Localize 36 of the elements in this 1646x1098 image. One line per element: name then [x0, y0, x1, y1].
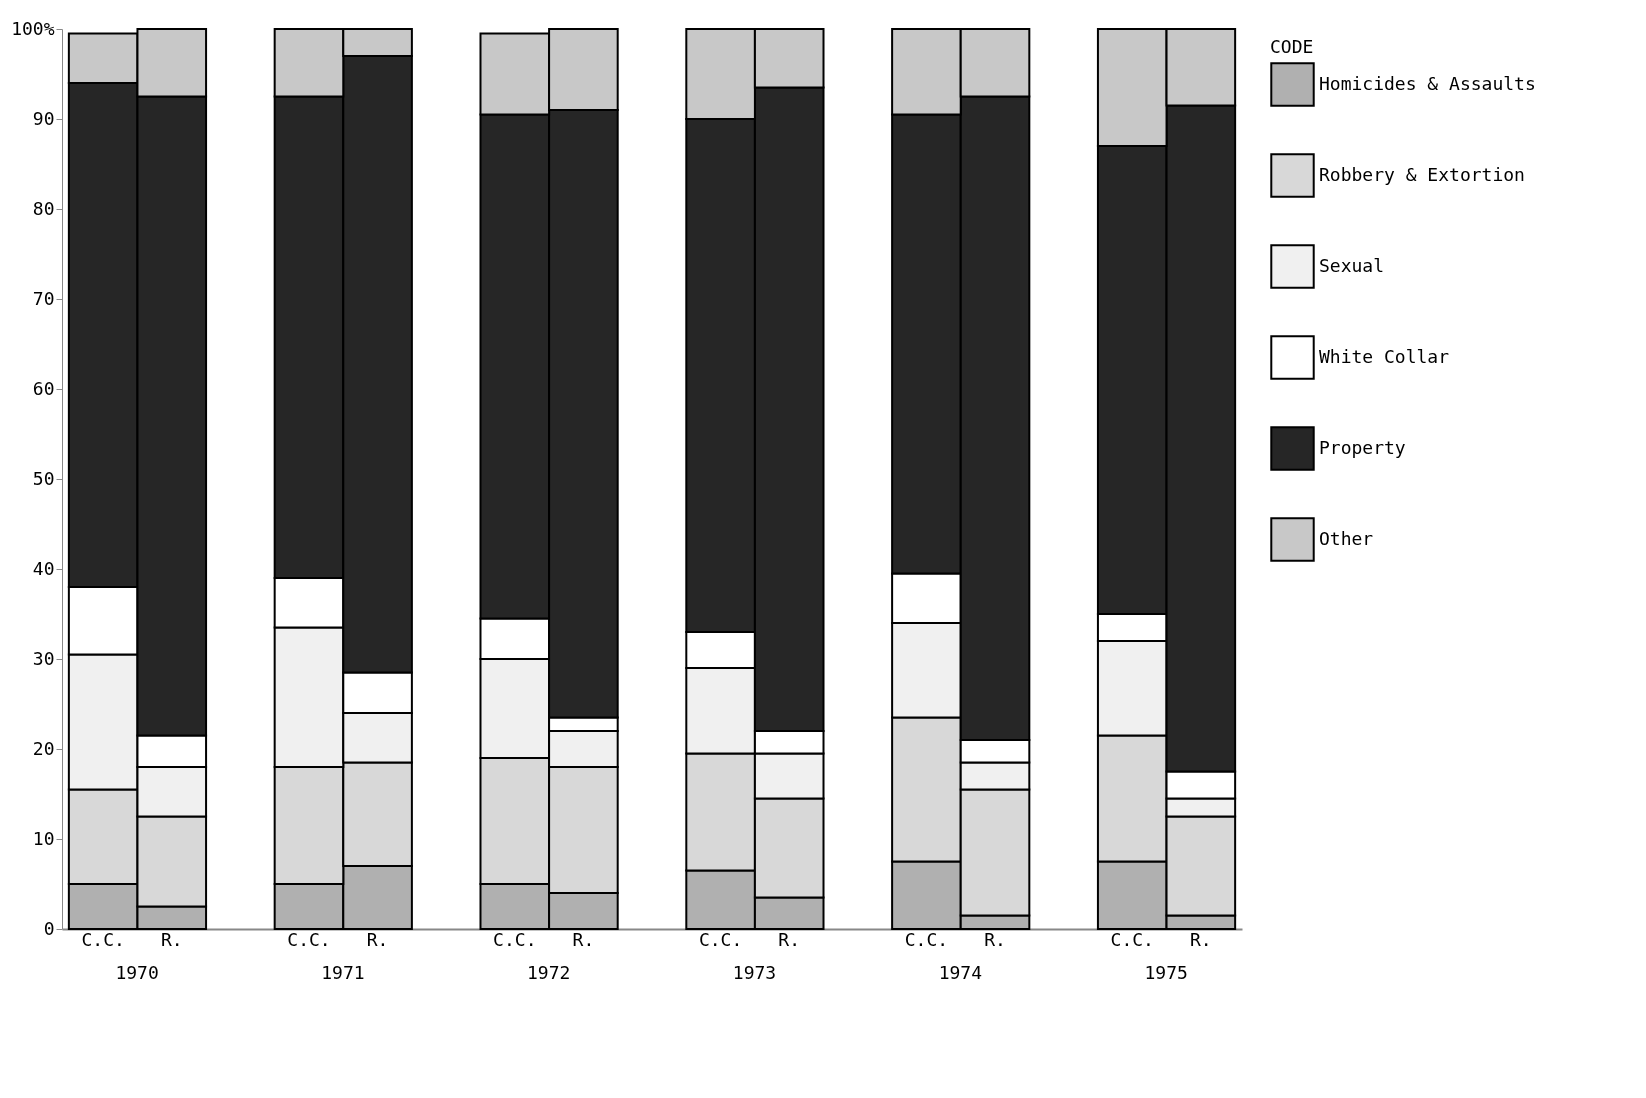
y-tick-label: 30 [32, 647, 55, 669]
y-tick-label: 0 [43, 917, 55, 939]
legend-label: White Collar [1319, 345, 1450, 367]
x-tick-label: C.C. [287, 928, 331, 950]
y-tick-label: 70 [32, 287, 55, 309]
y-tick-label: 60 [32, 377, 55, 399]
y-tick-label: 80 [32, 197, 55, 219]
x-tick-label: C.C. [1110, 928, 1154, 950]
text: 1974 [938, 962, 982, 983]
text: 1973 [732, 962, 777, 983]
y-tick-label: 90 [32, 107, 55, 129]
y-tick-label: 10 [32, 827, 55, 849]
x-tick-label: R. [572, 928, 595, 950]
legend-label: Sexual [1319, 254, 1385, 276]
y-tick-label: 20 [32, 737, 55, 759]
y-tick-label: 40 [32, 557, 55, 579]
x-tick-label: R. [160, 928, 183, 950]
text: 1970 [115, 962, 159, 983]
x-tick-label: C.C. [698, 928, 743, 950]
x-tick-label: R. [366, 928, 389, 950]
text: 1975 [1144, 962, 1188, 983]
x-tick-label: C.C. [904, 928, 949, 950]
legend-title: CODE [1270, 36, 1314, 57]
legend-label: Robbery & Extortion [1319, 163, 1525, 185]
y-tick-label: 50 [32, 467, 55, 489]
x-tick-label: R. [1189, 928, 1212, 950]
legend-label: Homicides & Assaults [1319, 72, 1536, 94]
legend-label: Other [1319, 527, 1374, 549]
y-tick-label: 100% [11, 17, 55, 39]
x-tick-label: C.C. [81, 928, 125, 950]
x-tick-label: R. [778, 928, 801, 950]
text: 1971 [321, 962, 365, 983]
x-tick-label: R. [984, 928, 1006, 950]
x-tick-label: C.C. [493, 928, 537, 950]
text: 1972 [527, 962, 571, 983]
legend-label: Property [1319, 436, 1406, 458]
